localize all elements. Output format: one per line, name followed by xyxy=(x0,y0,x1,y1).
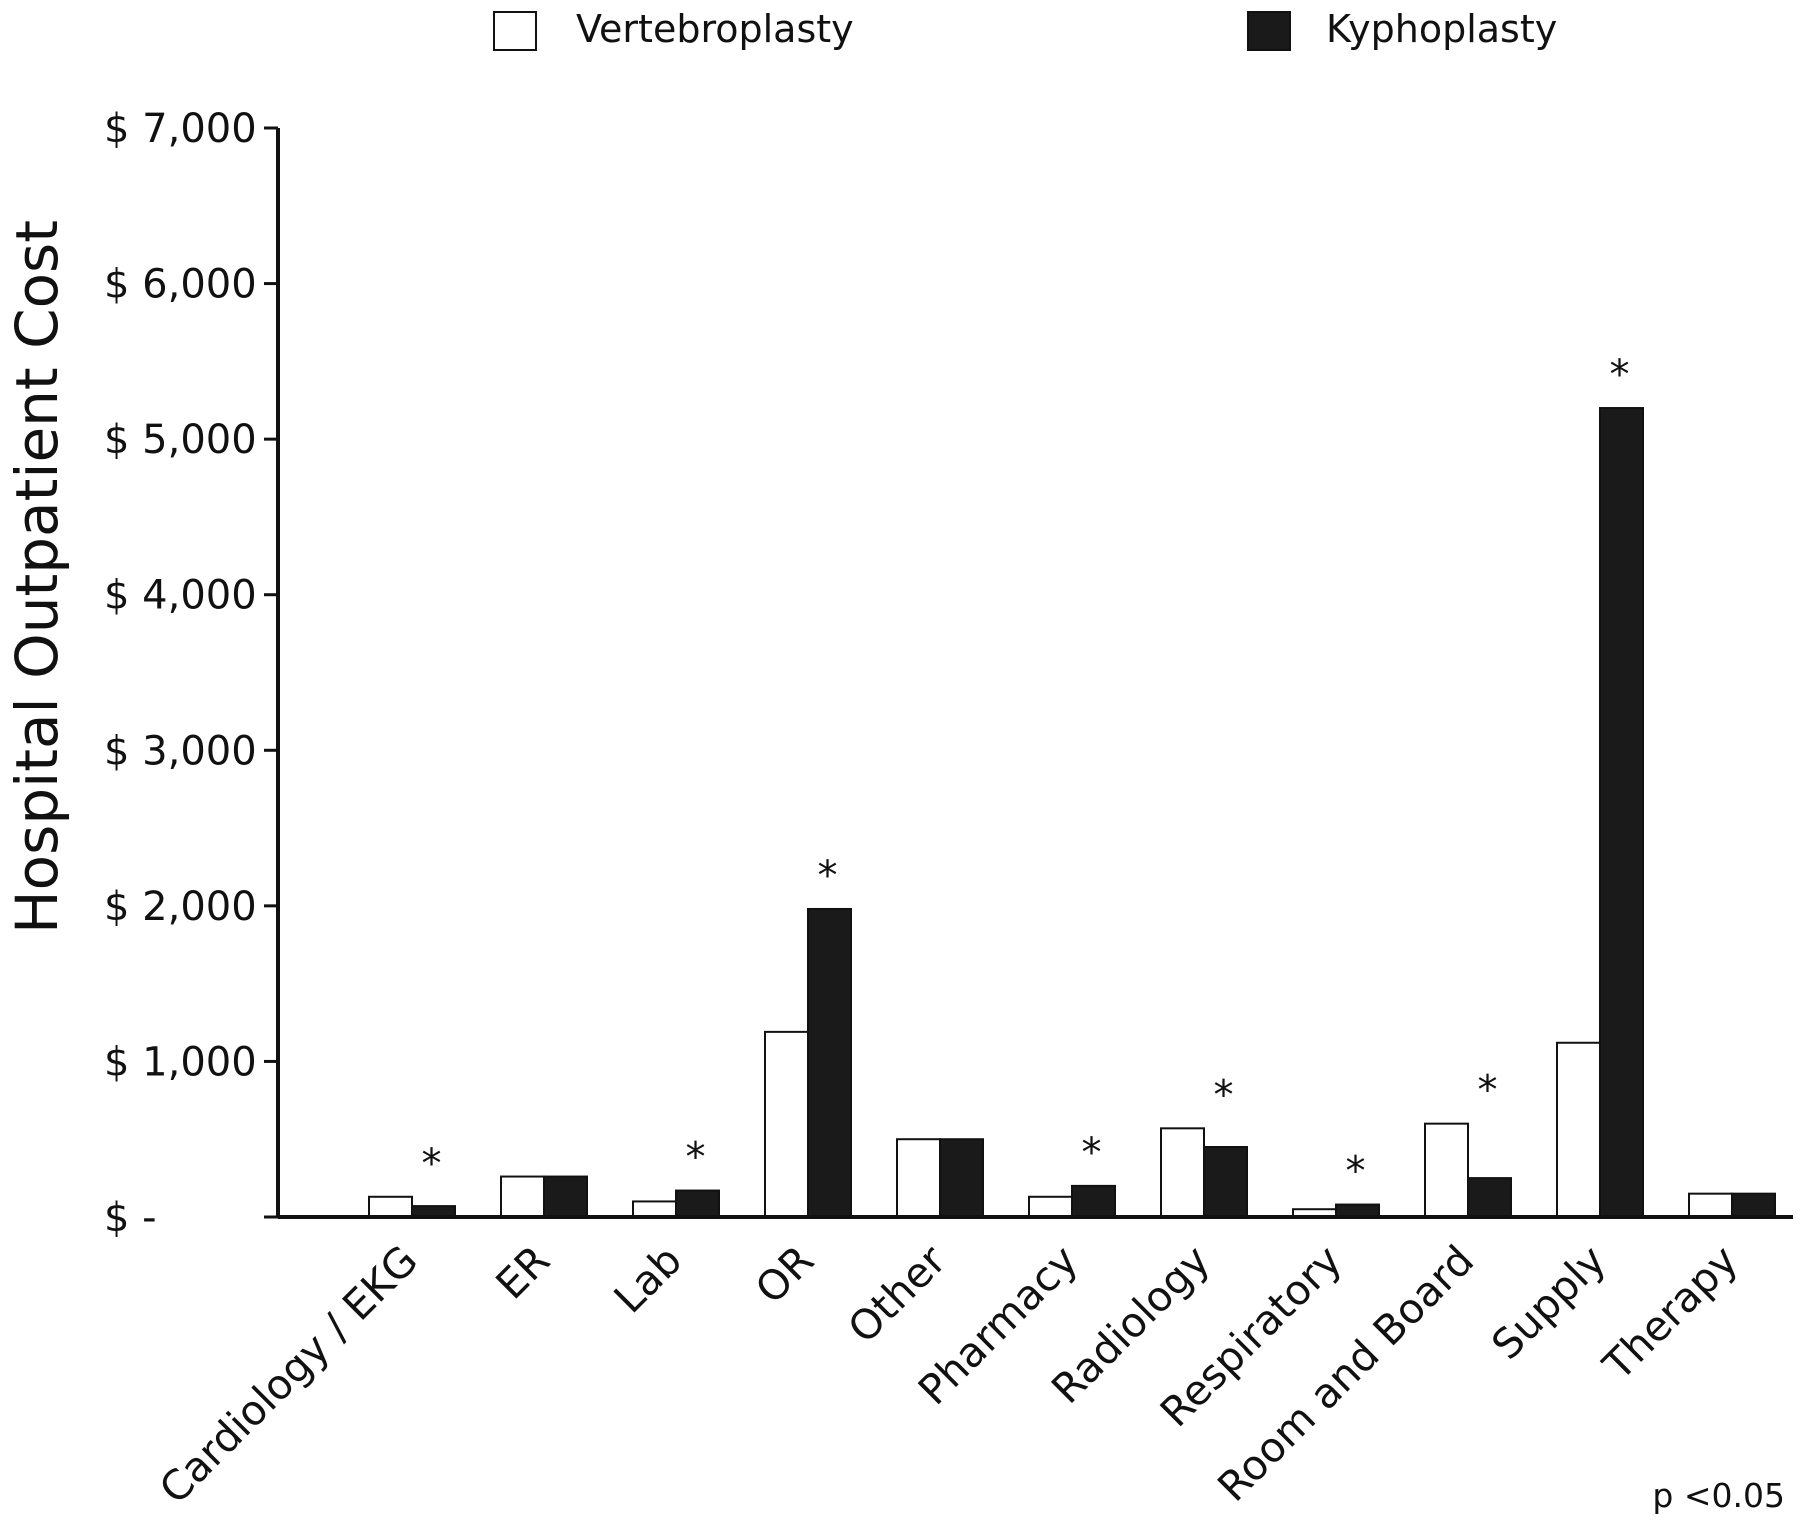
x-tick-label: Room and Board xyxy=(1208,1236,1483,1511)
footnote: p <0.05 xyxy=(1652,1476,1785,1515)
y-tick-label: $ 3,000 xyxy=(104,728,257,774)
bar-vertebroplasty xyxy=(896,1138,941,1218)
y-tick-label: $ 7,000 xyxy=(104,106,257,152)
bar-vertebroplasty xyxy=(368,1195,413,1219)
legend-label-kyphoplasty: Kyphoplasty xyxy=(1326,7,1557,51)
x-tick-label: ER xyxy=(487,1236,559,1308)
bar-vertebroplasty xyxy=(1688,1192,1733,1219)
x-tick-label: Other xyxy=(839,1236,955,1352)
legend: Vertebroplasty Kyphoplasty xyxy=(493,7,1557,51)
y-tick-label: $ 4,000 xyxy=(104,573,257,619)
x-tick-label: Supply xyxy=(1482,1236,1615,1369)
y-tick-label: $ 6,000 xyxy=(104,262,257,308)
bar-kyphoplasty xyxy=(1599,407,1644,1218)
x-tick-label: Therapy xyxy=(1593,1236,1747,1390)
significance-marker: * xyxy=(1214,1072,1234,1118)
bar-kyphoplasty xyxy=(939,1138,984,1218)
bar-vertebroplasty xyxy=(764,1030,809,1218)
y-tick-label: $ - xyxy=(104,1195,157,1241)
bar-kyphoplasty xyxy=(1731,1192,1776,1219)
x-tick-label: Lab xyxy=(605,1236,691,1322)
legend-label-vertebroplasty: Vertebroplasty xyxy=(576,7,854,51)
bar-kyphoplasty xyxy=(807,907,852,1218)
x-tick-label: Cardiology / EKG xyxy=(150,1236,427,1513)
bar-kyphoplasty xyxy=(675,1189,720,1218)
bar-kyphoplasty xyxy=(1203,1145,1248,1218)
bar-vertebroplasty xyxy=(1160,1127,1205,1219)
legend-swatch-kyphoplasty xyxy=(1247,11,1291,51)
y-tick-label: $ 1,000 xyxy=(104,1039,257,1085)
x-tick-label: OR xyxy=(746,1236,823,1313)
bar-kyphoplasty xyxy=(1467,1177,1512,1219)
bar-vertebroplasty xyxy=(1424,1122,1469,1218)
x-axis: Cardiology / EKG ER Lab OR OtherPharmacyRadi… xyxy=(150,1215,1793,1513)
bar-vertebroplasty xyxy=(632,1200,677,1219)
significance-marker: * xyxy=(1346,1149,1366,1195)
bar-kyphoplasty xyxy=(1071,1184,1116,1219)
significance-markers: * * * * * * * * xyxy=(422,352,1630,1195)
y-axis-title: Hospital Outpatient Cost xyxy=(3,220,71,934)
legend-swatch-vertebroplasty xyxy=(493,11,537,51)
y-axis: $ - $ 1,000 $ 2,000 $ 3,000 $ 4,000 $ 5,000 $ … xyxy=(104,106,280,1241)
significance-marker: * xyxy=(422,1141,442,1187)
significance-marker: * xyxy=(1610,352,1630,398)
significance-marker: * xyxy=(1082,1130,1102,1176)
significance-marker: * xyxy=(818,853,838,899)
bars xyxy=(368,407,1776,1219)
bar-vertebroplasty xyxy=(1556,1041,1601,1219)
bar-vertebroplasty xyxy=(500,1175,545,1218)
bar-vertebroplasty xyxy=(1028,1195,1073,1219)
significance-marker: * xyxy=(1478,1068,1498,1114)
y-tick-label: $ 2,000 xyxy=(104,884,257,930)
y-tick-label: $ 5,000 xyxy=(104,417,257,463)
bar-kyphoplasty xyxy=(543,1175,588,1218)
significance-marker: * xyxy=(686,1135,706,1181)
